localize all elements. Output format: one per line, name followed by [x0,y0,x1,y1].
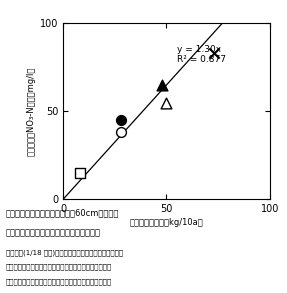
Y-axis label: 土壌溶液中NO₃-N濃度（mg/l）: 土壌溶液中NO₃-N濃度（mg/l） [27,67,36,156]
Point [119,130,123,135]
Point [212,51,216,56]
Text: 態窒素放出量評価，搬出量はレタスとニンジンの合計: 態窒素放出量評価，搬出量はレタスとニンジンの合計 [6,278,112,285]
Point [77,171,82,175]
X-axis label: 無機態窒素収支（kg/10a）: 無機態窒素収支（kg/10a） [130,218,203,227]
Text: y = 1.30x
R² = 0.877: y = 1.30x R² = 0.877 [177,45,226,64]
Text: がう籬雑ろ鉱埋設法によりニンジン収穫日までの無機: がう籬雑ろ鉱埋設法によりニンジン収穫日までの無機 [6,264,112,270]
Point [164,100,169,105]
Text: 溶液中硝酸態窒素濃度実測値の関係: 溶液中硝酸態窒素濃度実測値の関係 [6,229,101,238]
Point [160,83,165,87]
Text: 注）土壌(1/18 採取)は反応速度論的方法，牛ふん堆肥は: 注）土壌(1/18 採取)は反応速度論的方法，牛ふん堆肥は [6,249,123,256]
Text: 図３　無機態窒素収支と深さ　60cm　の土壌: 図３ 無機態窒素収支と深さ 60cm の土壌 [6,208,119,217]
Point [119,118,123,122]
